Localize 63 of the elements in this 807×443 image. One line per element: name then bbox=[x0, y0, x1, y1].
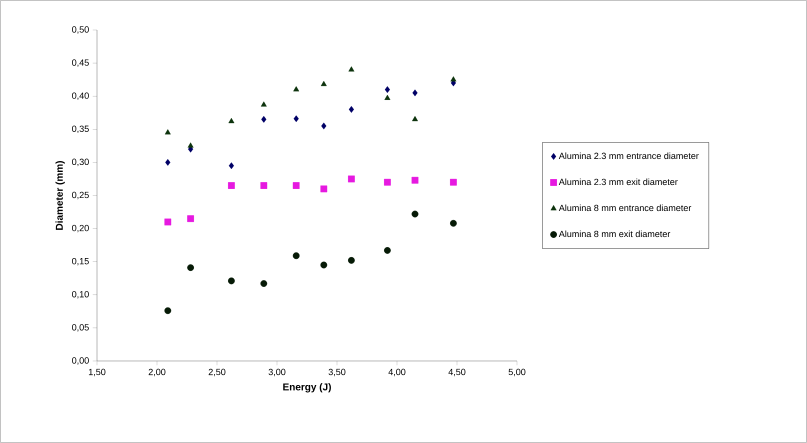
y-tick-label: 0,35 bbox=[72, 126, 89, 134]
point bbox=[384, 86, 390, 93]
y-tick-label: 0,40 bbox=[72, 92, 89, 100]
point bbox=[260, 280, 268, 287]
x-tick-label: 3,00 bbox=[268, 368, 286, 376]
point bbox=[412, 210, 418, 218]
point bbox=[320, 80, 327, 86]
point bbox=[384, 178, 391, 186]
y-axis-title: Diameter (mm) bbox=[56, 160, 65, 230]
point bbox=[260, 182, 268, 189]
y-tick-label: 0,30 bbox=[72, 158, 89, 166]
x-tick-label: 4,50 bbox=[448, 368, 466, 376]
point bbox=[188, 142, 194, 148]
x-tick-label: 5,00 bbox=[508, 368, 526, 376]
point bbox=[450, 220, 457, 227]
y-tick-label: 0,10 bbox=[72, 291, 89, 298]
point bbox=[348, 66, 354, 72]
legend-label: Alumina 2.3 mm entrance diameter bbox=[558, 152, 699, 160]
legend-label: Alumina 2.3 mm exit diameter bbox=[558, 178, 678, 186]
point bbox=[293, 86, 300, 92]
point bbox=[450, 76, 456, 82]
x-tick-label: 2,50 bbox=[208, 368, 226, 376]
point bbox=[187, 264, 194, 272]
y-tick-label: 0,45 bbox=[72, 59, 89, 67]
point bbox=[292, 182, 300, 189]
point bbox=[187, 215, 194, 222]
point bbox=[348, 176, 355, 182]
x-tick-label: 4,00 bbox=[388, 368, 406, 376]
y-tick-label: 0,25 bbox=[72, 192, 89, 200]
point bbox=[384, 94, 390, 100]
y-tick-label: 0,50 bbox=[72, 26, 89, 34]
point bbox=[450, 178, 457, 186]
point bbox=[228, 277, 235, 284]
point bbox=[164, 307, 172, 314]
point bbox=[320, 262, 328, 268]
x-tick-label: 2,00 bbox=[148, 368, 166, 376]
point bbox=[412, 116, 418, 122]
point bbox=[348, 256, 355, 264]
legend-label: Alumina 8 mm exit diameter bbox=[558, 230, 670, 238]
point bbox=[320, 185, 328, 192]
y-tick-label: 0,20 bbox=[72, 224, 89, 232]
point bbox=[228, 182, 235, 189]
point bbox=[261, 116, 266, 123]
x-tick-label: 3,50 bbox=[328, 368, 346, 376]
point bbox=[292, 252, 300, 260]
x-tick-label: 1,50 bbox=[88, 368, 106, 376]
point bbox=[165, 158, 170, 166]
point bbox=[260, 101, 267, 107]
point bbox=[228, 118, 234, 124]
point bbox=[228, 162, 234, 170]
point bbox=[384, 247, 391, 254]
point bbox=[294, 115, 299, 122]
point bbox=[164, 218, 172, 226]
x-axis-title: Energy (J) bbox=[283, 383, 331, 392]
point bbox=[321, 122, 326, 130]
y-tick-label: 0,15 bbox=[72, 258, 89, 266]
point bbox=[412, 176, 418, 184]
point bbox=[164, 129, 171, 134]
y-tick-label: 0,00 bbox=[72, 357, 89, 365]
point bbox=[348, 106, 354, 113]
legend-label: Alumina 8 mm entrance diameter bbox=[558, 204, 692, 212]
y-tick-label: 0,05 bbox=[72, 324, 89, 332]
point bbox=[412, 89, 418, 96]
